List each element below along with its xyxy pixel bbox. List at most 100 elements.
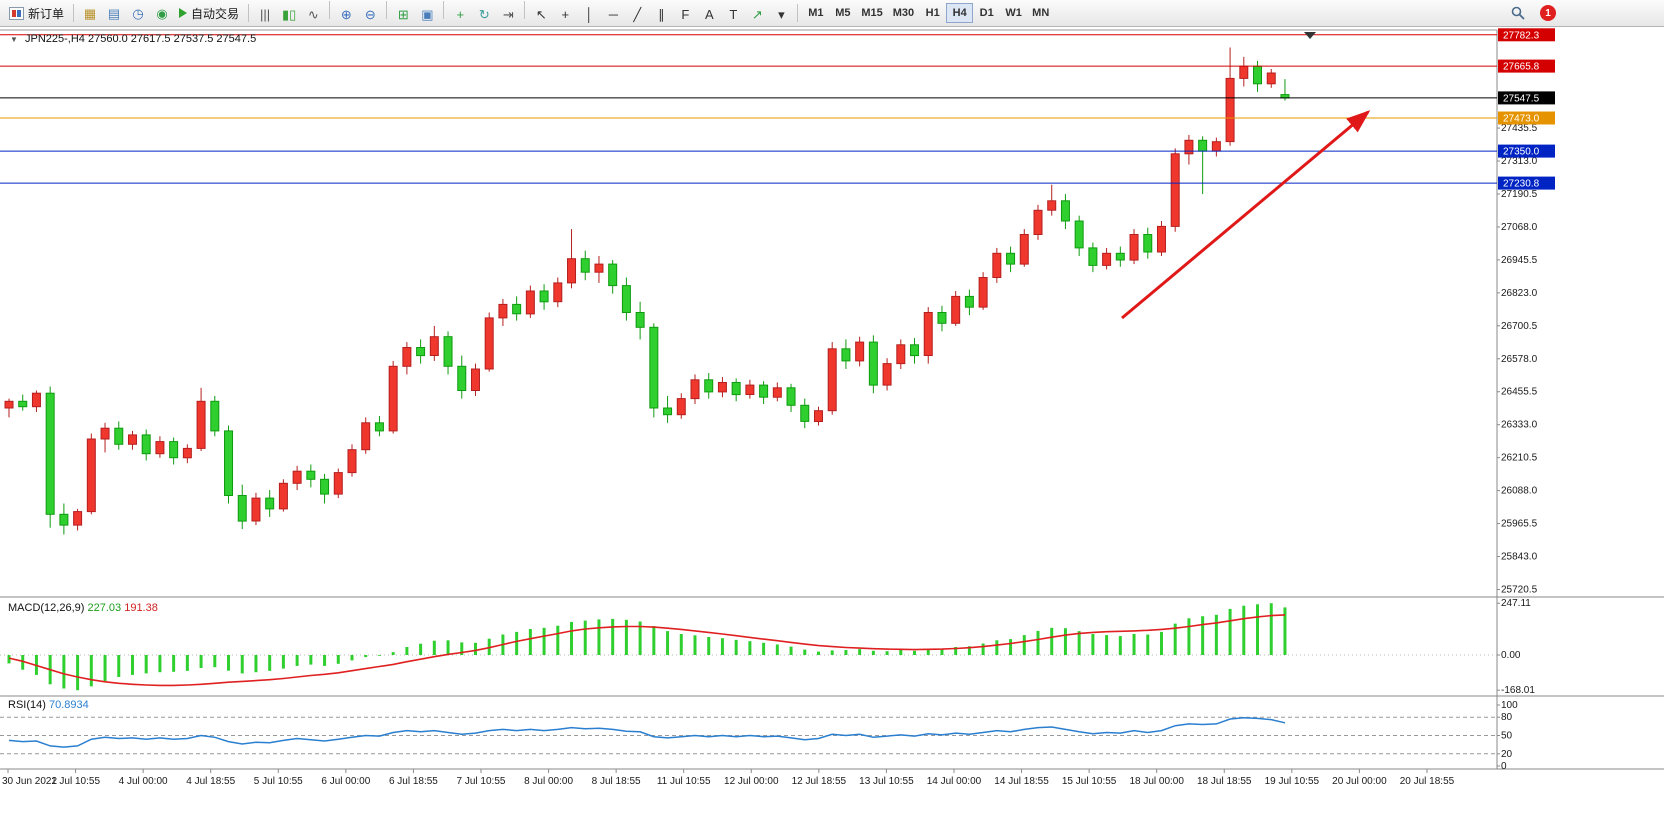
svg-text:5 Jul 10:55: 5 Jul 10:55 xyxy=(254,776,303,787)
svg-text:11 Jul 10:55: 11 Jul 10:55 xyxy=(657,776,711,787)
auto-scroll-icon: ↻ xyxy=(478,6,490,22)
horizontal-line-icon[interactable]: ─ xyxy=(601,3,625,25)
svg-text:0: 0 xyxy=(1501,761,1507,772)
indicators-icon[interactable]: + xyxy=(448,3,472,25)
zoom-in-icon[interactable]: ⊕ xyxy=(334,3,358,25)
toolbar-icon-group: ▦ ▤ ◷ ◉ xyxy=(78,2,174,24)
toolbar-separator xyxy=(73,4,75,22)
toolbar-separator xyxy=(329,0,331,19)
svg-text:26455.5: 26455.5 xyxy=(1501,387,1538,398)
fibonacci-icon[interactable]: F xyxy=(673,3,697,25)
svg-text:27350.0: 27350.0 xyxy=(1503,147,1540,158)
svg-text:26578.0: 26578.0 xyxy=(1501,354,1538,365)
channel-icon: ∥ xyxy=(658,6,665,22)
timeframe-d1[interactable]: D1 xyxy=(973,3,1000,23)
zoom-out-icon[interactable]: ⊖ xyxy=(358,3,382,25)
indicators-icon: + xyxy=(456,6,465,22)
svg-text:25720.5: 25720.5 xyxy=(1501,584,1538,595)
vertical-line-icon: │ xyxy=(585,6,594,22)
label-icon: T xyxy=(729,6,738,22)
navigator-icon[interactable]: ◉ xyxy=(150,2,174,24)
chart-shift-icon[interactable]: ⇥ xyxy=(496,3,520,25)
chart-area: 27435.5 27313.0 27190.5 27068.0 26945.5 26823… xyxy=(0,27,1664,836)
svg-text:20 Jul 18:55: 20 Jul 18:55 xyxy=(1400,776,1455,787)
timeframe-m5[interactable]: M5 xyxy=(829,3,856,23)
chart-candles-icon[interactable]: ▮▯ xyxy=(277,3,301,25)
svg-text:-168.01: -168.01 xyxy=(1501,685,1535,696)
svg-text:12 Jul 18:55: 12 Jul 18:55 xyxy=(792,776,847,787)
timeframe-m30[interactable]: M30 xyxy=(888,3,919,23)
svg-text:27547.5: 27547.5 xyxy=(1503,93,1540,104)
svg-text:0.00: 0.00 xyxy=(1501,650,1521,661)
auto-trading-button[interactable]: 自动交易 xyxy=(174,2,244,24)
timeframe-w1[interactable]: W1 xyxy=(1000,3,1027,23)
svg-text:100: 100 xyxy=(1501,700,1518,711)
new-chart-icon: ▦ xyxy=(83,5,97,21)
svg-text:27473.0: 27473.0 xyxy=(1503,113,1540,124)
timeframe-mn[interactable]: MN xyxy=(1027,3,1054,23)
timeframe-m15[interactable]: M15 xyxy=(856,3,887,23)
svg-text:27230.8: 27230.8 xyxy=(1503,179,1540,190)
timeframe-h1[interactable]: H1 xyxy=(919,3,946,23)
grid-icon[interactable]: ⊞ xyxy=(391,3,415,25)
svg-text:4 Jul 00:00: 4 Jul 00:00 xyxy=(119,776,168,787)
cursor-icon: ↖ xyxy=(535,6,547,22)
svg-text:30 Jun 2022: 30 Jun 2022 xyxy=(2,776,57,787)
text-icon[interactable]: A xyxy=(697,3,721,25)
svg-text:1 Jul 10:55: 1 Jul 10:55 xyxy=(51,776,100,787)
chart-bars-icon: ||| xyxy=(259,6,271,22)
new-order-icon xyxy=(9,6,24,20)
svg-text:18 Jul 18:55: 18 Jul 18:55 xyxy=(1197,776,1252,787)
arrows-icon[interactable]: ↗ xyxy=(745,3,769,25)
chart-canvas[interactable]: 27435.5 27313.0 27190.5 27068.0 26945.5 26823… xyxy=(0,27,1664,836)
search-icon xyxy=(1511,6,1525,20)
toolbar-separator xyxy=(524,0,526,19)
svg-text:26700.5: 26700.5 xyxy=(1501,321,1538,332)
svg-text:7 Jul 10:55: 7 Jul 10:55 xyxy=(457,776,506,787)
new-chart-icon[interactable]: ▦ xyxy=(78,2,102,24)
more-tools-icon: ▾ xyxy=(778,6,785,22)
auto-scroll-icon[interactable]: ↻ xyxy=(472,3,496,25)
svg-text:50: 50 xyxy=(1501,731,1513,742)
new-order-button[interactable]: 新订单 xyxy=(4,2,69,24)
toolbar-right-group: 1 xyxy=(1506,2,1660,24)
label-icon[interactable]: T xyxy=(721,3,745,25)
more-tools-icon[interactable]: ▾ xyxy=(769,3,793,25)
market-watch-icon: ◷ xyxy=(132,5,144,21)
profiles-icon[interactable]: ▤ xyxy=(102,2,126,24)
chart-line-icon[interactable]: ∿ xyxy=(301,3,325,25)
chart-bars-icon[interactable]: ||| xyxy=(253,3,277,25)
toolbar-icon-group: ||| ▮▯ ∿ ⊕ ⊖ ⊞ ▣ + ↻ ⇥ ↖ + │ ─ ╱ ∥ F A T ↗ ▾ xyxy=(253,0,793,26)
svg-text:26333.0: 26333.0 xyxy=(1501,420,1538,431)
toolbar-separator xyxy=(443,0,445,19)
text-icon: A xyxy=(705,6,714,22)
crosshair-icon: + xyxy=(561,6,570,22)
notification-badge[interactable]: 1 xyxy=(1540,5,1556,21)
svg-text:27190.5: 27190.5 xyxy=(1501,189,1538,200)
toolbar-separator xyxy=(248,4,250,22)
market-watch-icon[interactable]: ◷ xyxy=(126,2,150,24)
chart-candles-icon: ▮▯ xyxy=(282,6,297,22)
trendline-icon[interactable]: ╱ xyxy=(625,3,649,25)
cursor-icon[interactable]: ↖ xyxy=(529,3,553,25)
svg-text:80: 80 xyxy=(1501,712,1513,723)
search-button[interactable] xyxy=(1506,2,1530,24)
svg-text:27782.3: 27782.3 xyxy=(1503,30,1540,41)
timeframe-h4[interactable]: H4 xyxy=(946,3,974,23)
zoom-in-icon: ⊕ xyxy=(340,6,352,22)
svg-text:27068.0: 27068.0 xyxy=(1501,222,1538,233)
grid-icon: ⊞ xyxy=(397,6,409,22)
tile-windows-icon[interactable]: ▣ xyxy=(415,3,439,25)
arrows-icon: ↗ xyxy=(751,6,763,22)
navigator-icon: ◉ xyxy=(156,5,168,21)
svg-text:13 Jul 10:55: 13 Jul 10:55 xyxy=(859,776,914,787)
svg-text:25843.0: 25843.0 xyxy=(1501,552,1538,563)
svg-text:27313.0: 27313.0 xyxy=(1501,156,1538,167)
timeframe-m1[interactable]: M1 xyxy=(802,3,829,23)
svg-text:26088.0: 26088.0 xyxy=(1501,486,1538,497)
svg-text:8 Jul 18:55: 8 Jul 18:55 xyxy=(592,776,641,787)
vertical-line-icon[interactable]: │ xyxy=(577,3,601,25)
channel-icon[interactable]: ∥ xyxy=(649,3,673,25)
crosshair-icon[interactable]: + xyxy=(553,3,577,25)
